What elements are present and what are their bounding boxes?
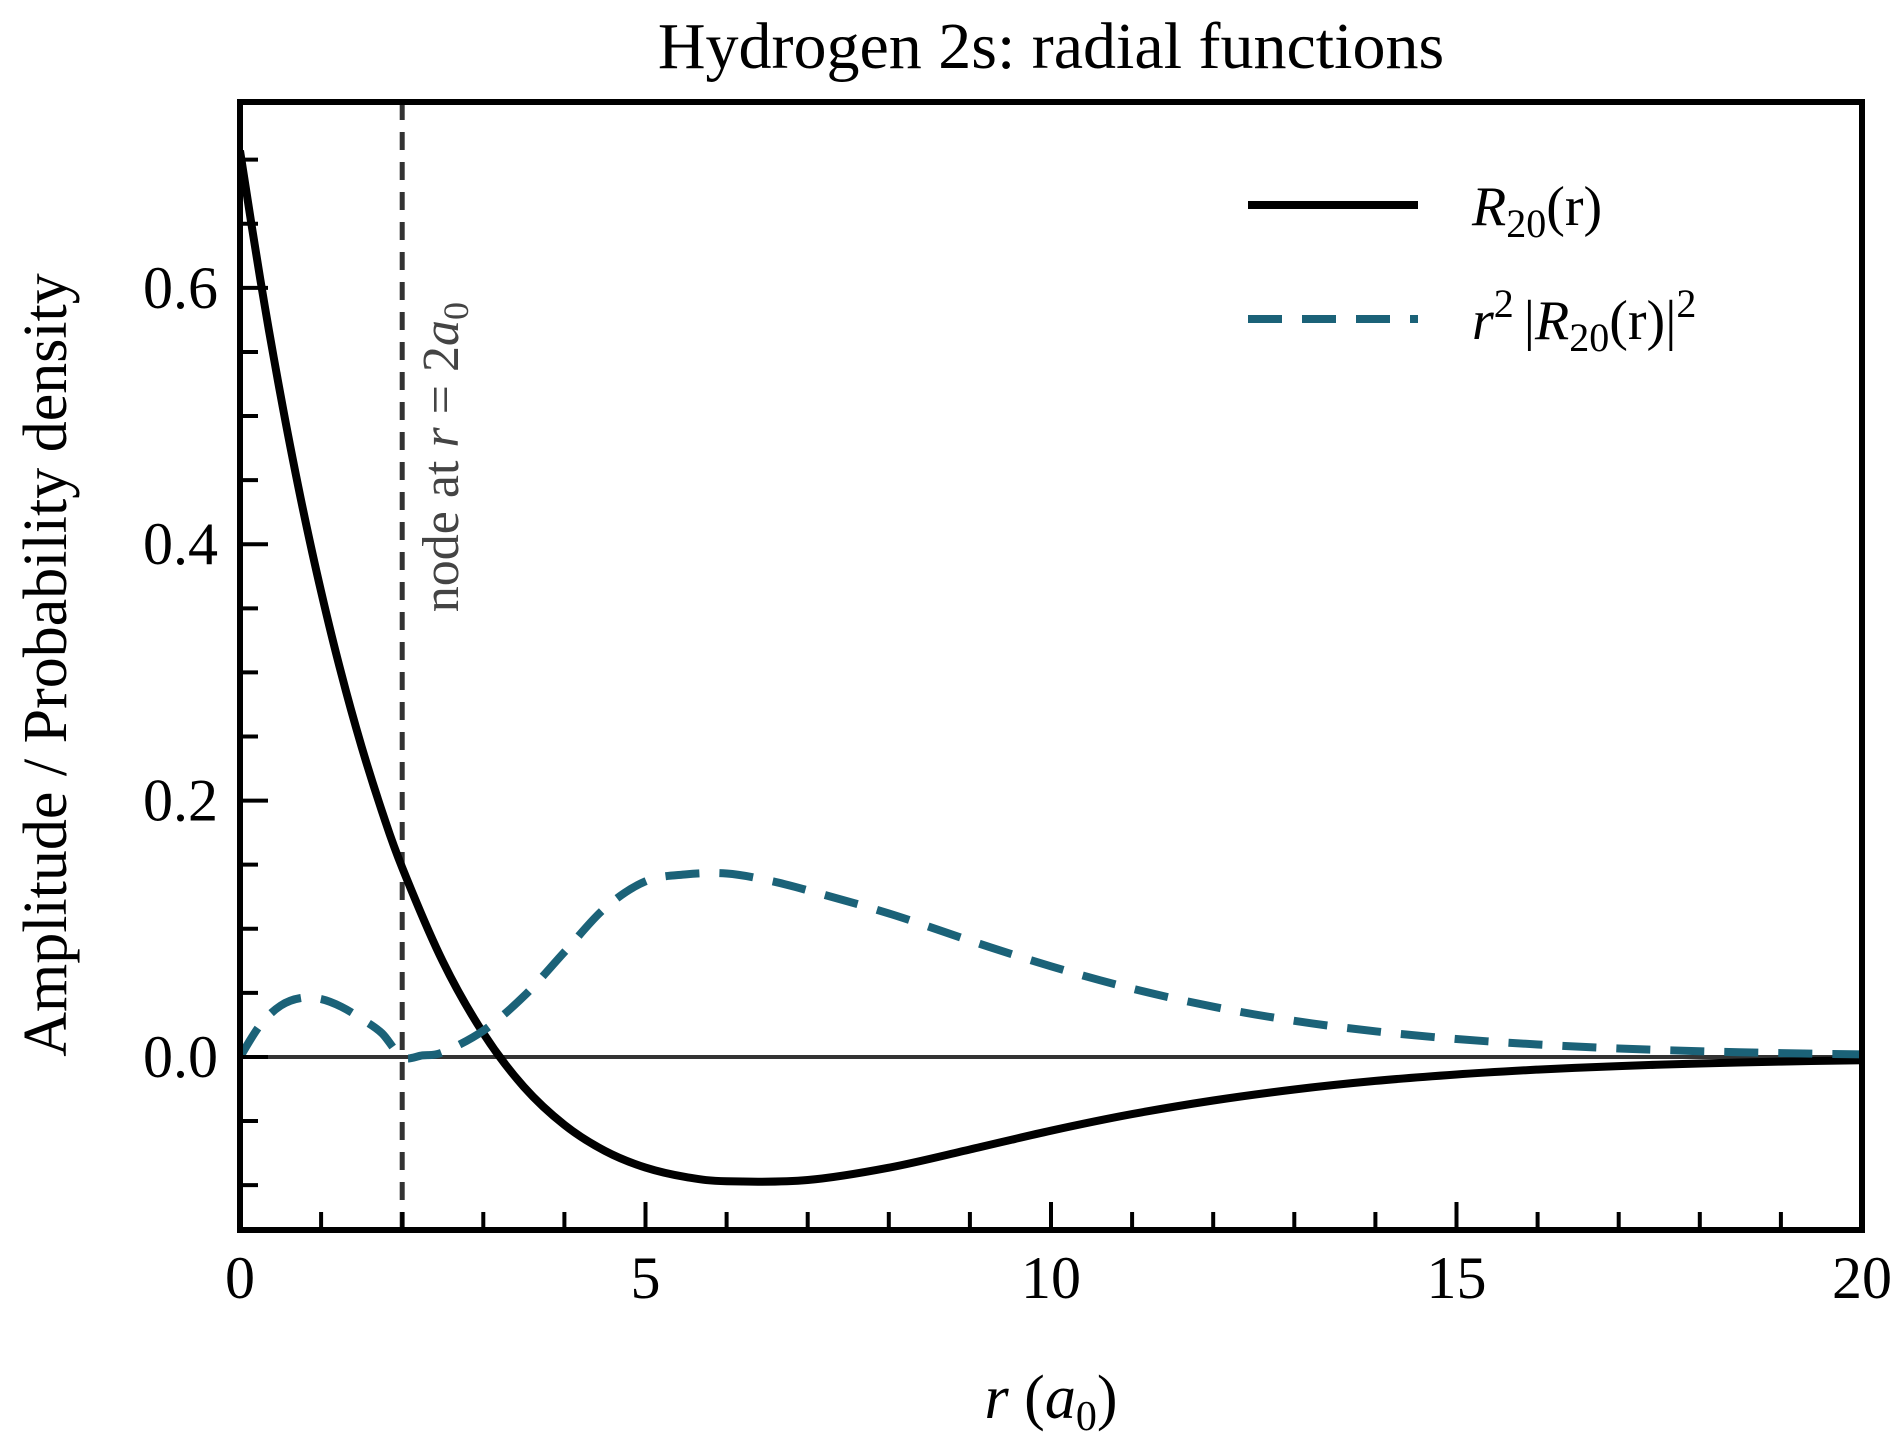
y-axis-label: Amplitude / Probability density [12,273,80,1057]
y-tick-label: 0.0 [143,1024,218,1090]
series-r20-line [240,149,1862,1186]
plot-area [240,102,1862,1230]
series-r2-r20sq-line [240,869,1862,1063]
legend: R20(r) r2 |R20(r)|2 [1248,176,1696,360]
x-tick-label: 5 [631,1245,661,1311]
y-tick-label: 0.4 [143,511,218,577]
plot-frame [237,99,1865,1233]
axis-tick-labels: 0 5 10 15 20 0.0 0.2 0.4 0.6 [143,255,1892,1311]
x-tick-label: 0 [225,1245,255,1311]
x-axis-label: r (a0) [985,1364,1118,1439]
node-annotation-label: node at r = 2a0 [413,302,476,612]
legend-label-r20: R20(r) [1471,176,1602,246]
chart-title: Hydrogen 2s: radial functions [658,10,1444,83]
y-tick-label: 0.2 [143,768,218,834]
x-tick-label: 10 [1021,1245,1081,1311]
legend-label-r2-r20sq: r2 |R20(r)|2 [1472,281,1696,360]
x-tick-label: 15 [1427,1245,1487,1311]
x-tick-label: 20 [1832,1245,1892,1311]
y-tick-label: 0.6 [143,255,218,321]
